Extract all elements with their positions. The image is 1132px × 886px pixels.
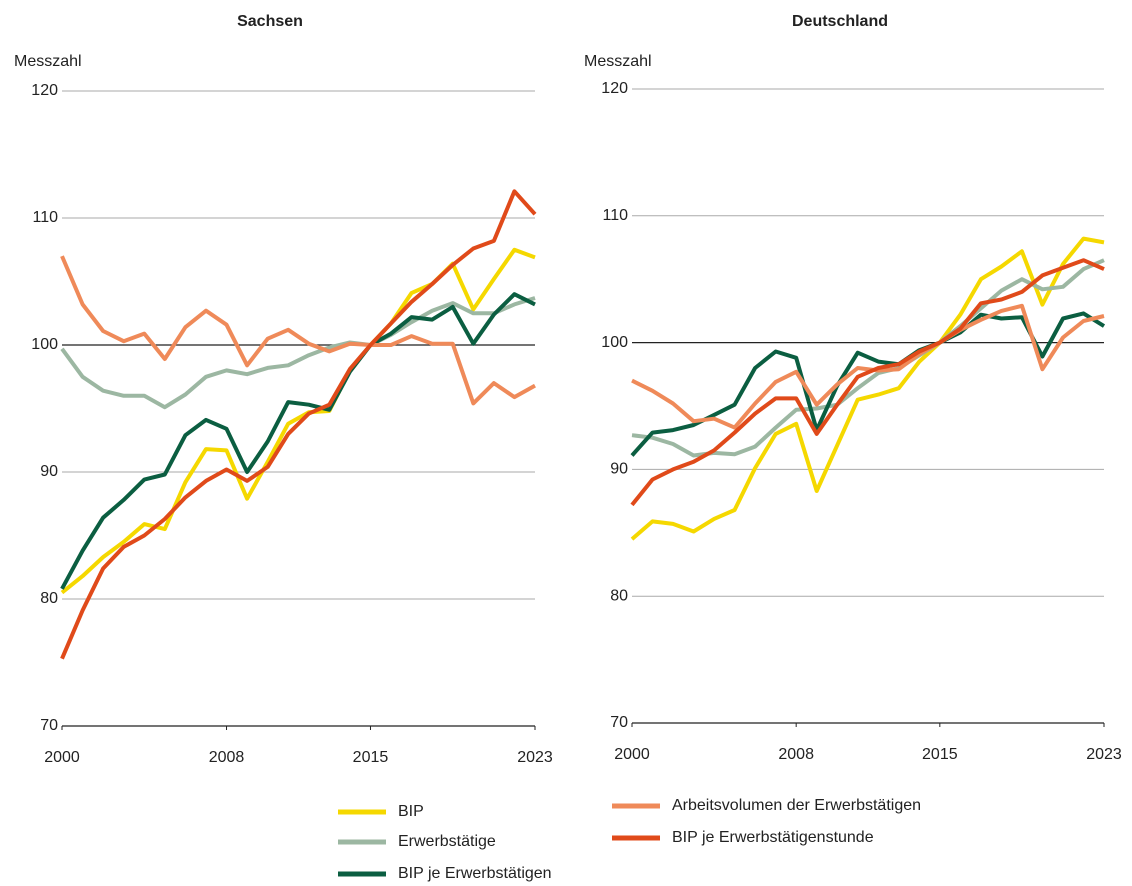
x-tick-label: 2023 [1086,746,1122,763]
x-tick-label: 2000 [44,749,80,766]
y-tick-label: 120 [601,80,628,97]
series-line [630,258,1105,507]
x-tick-label: 2008 [209,749,245,766]
series-line [60,247,536,595]
y-tick-label: 120 [31,82,58,99]
series-line [630,236,1105,541]
legend-label: Erwerbstätige [398,833,496,850]
legend-label: BIP je Erwerbstätigenstunde [672,829,874,846]
series-line [631,303,1105,430]
y-tick-label: 70 [610,714,628,731]
x-tick-label: 2008 [778,746,814,763]
y-tick-label: 100 [601,334,628,351]
y-tick-label: 90 [610,461,628,478]
series-line [60,292,536,590]
series-line [60,255,536,406]
y-tick-label: 70 [40,717,58,734]
y-axis-label: Messzahl [14,53,82,70]
x-tick-label: 2015 [353,749,389,766]
chart-title: Sachsen [237,13,303,30]
series-line [60,296,536,410]
series-line [60,189,537,660]
y-tick-label: 110 [32,209,58,226]
x-tick-label: 2000 [614,746,650,763]
legend-label: BIP [398,803,424,820]
y-tick-label: 80 [610,587,628,604]
y-tick-label: 110 [602,207,628,224]
legend-label: Arbeitsvolumen der Erwerbstätigen [672,797,921,814]
x-tick-label: 2023 [517,749,553,766]
y-tick-label: 80 [40,590,58,607]
x-tick-label: 2015 [922,746,958,763]
y-axis-label: Messzahl [584,53,652,70]
y-tick-label: 100 [31,336,58,353]
series-line [630,311,1106,457]
y-tick-label: 90 [40,463,58,480]
legend-label: BIP je Erwerbstätigen [398,865,552,882]
chart-title: Deutschland [792,13,888,30]
